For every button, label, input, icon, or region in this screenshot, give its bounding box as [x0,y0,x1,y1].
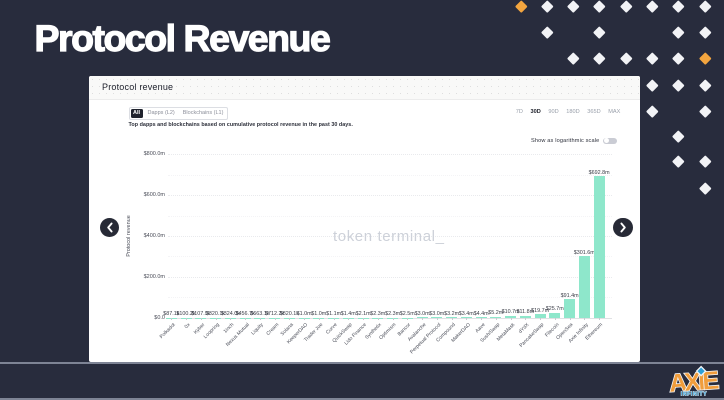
svg-text:INFINITY: INFINITY [681,392,707,398]
svg-text:AXIE: AXIE [668,366,720,397]
